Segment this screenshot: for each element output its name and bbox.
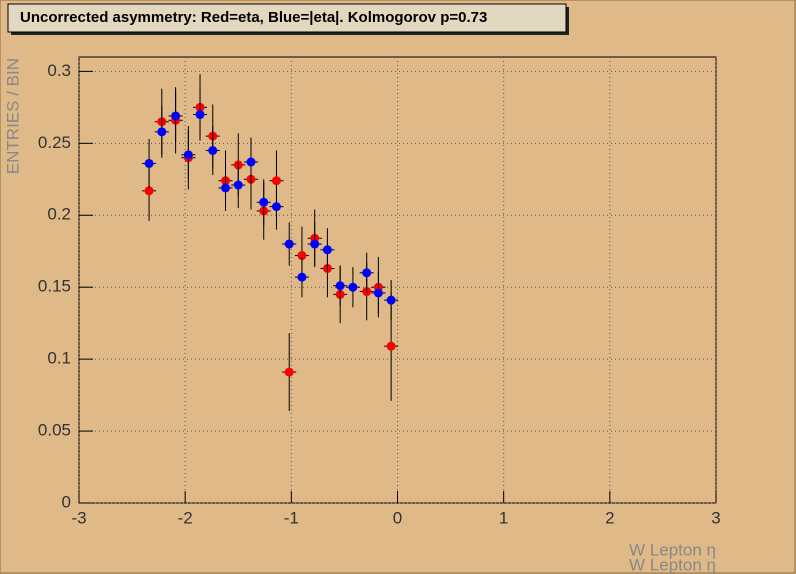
x-tick-label: 3 [711,508,720,527]
x-axis-title: W Lepton η [629,540,716,559]
chart-title: Uncorrected asymmetry: Red=eta, Blue=|et… [20,9,487,26]
data-point [310,239,320,249]
data-point [284,367,294,377]
y-tick-label: 0.25 [38,133,71,152]
data-point [362,268,372,278]
title-box [7,3,567,33]
data-point [208,146,218,156]
y-axis-title: ENTRIES / BIN [3,58,22,174]
data-point [335,281,345,291]
x-tick-label: -1 [284,508,299,527]
x-tick-label: -2 [178,508,193,527]
plot-frame [78,56,717,504]
y-tick-label: 0.3 [47,61,71,80]
y-tick-label: 0.15 [38,277,71,296]
data-point [297,272,307,282]
data-point [348,282,358,292]
data-point [221,183,231,193]
data-point [297,251,307,261]
data-point [183,150,193,160]
data-point [322,245,332,255]
y-tick-label: 0.2 [47,205,71,224]
y-tick-label: 0.05 [38,421,71,440]
x-axis-title: W Lepton η [629,555,716,574]
data-point [271,176,281,186]
data-point [386,295,396,305]
data-point [271,202,281,212]
data-point [259,197,269,207]
x-tick-label: 2 [605,508,614,527]
data-point [246,157,256,167]
x-tick-label: -3 [71,508,86,527]
x-tick-label: 0 [393,508,402,527]
data-point [373,288,383,298]
data-point [195,110,205,120]
data-point [233,180,243,190]
y-tick-label: 0.1 [47,349,71,368]
data-point [144,186,154,196]
data-point [144,158,154,168]
y-tick-label: 0 [62,492,71,511]
data-point [386,341,396,351]
data-point [284,239,294,249]
x-tick-label: 1 [499,508,508,527]
data-point [171,111,181,121]
data-point [157,127,167,137]
